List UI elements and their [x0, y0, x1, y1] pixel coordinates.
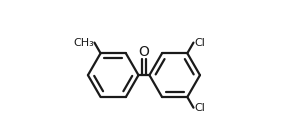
Text: Cl: Cl: [194, 38, 205, 48]
Text: Cl: Cl: [194, 103, 205, 113]
Text: CH₃: CH₃: [73, 38, 94, 48]
Text: O: O: [138, 45, 150, 59]
